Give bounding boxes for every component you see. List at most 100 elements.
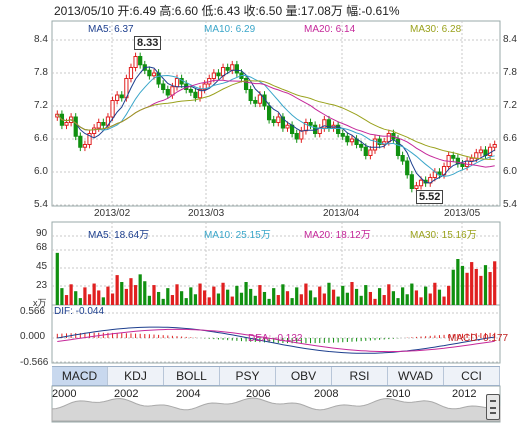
candle-body xyxy=(193,91,198,99)
volume-bar xyxy=(359,295,363,305)
candle-body xyxy=(87,133,92,145)
candle-body xyxy=(400,155,405,162)
candle-body xyxy=(492,144,497,148)
volume-bar xyxy=(474,268,478,305)
volume-bar xyxy=(166,288,170,305)
indicator-tab-bar: MACD KDJ BOLL PSY OBV RSI WVAD CCI xyxy=(52,366,500,386)
volume-bar xyxy=(216,293,221,305)
price-ma30-label: MA30: 6.28 xyxy=(410,24,462,35)
timeline-range-handle[interactable] xyxy=(486,394,500,420)
volume-bar xyxy=(304,283,308,305)
volume-bar xyxy=(396,298,400,305)
timeline-year: 2000 xyxy=(52,388,77,400)
volume-bar xyxy=(299,294,303,305)
candle-body xyxy=(451,155,456,159)
quote-summary: 2013/05/10 开:6.49 高:6.60 低:6.43 收:6.50 量… xyxy=(54,4,400,18)
candle-body xyxy=(128,67,134,79)
candle-body xyxy=(294,133,299,140)
volume-bar xyxy=(281,284,285,305)
volume-bar xyxy=(437,289,442,305)
volume-bar xyxy=(212,286,216,305)
volume-bar xyxy=(124,288,128,305)
candle-body xyxy=(280,116,286,129)
tab-cci[interactable]: CCI xyxy=(444,367,500,385)
volume-bar xyxy=(401,287,405,305)
price-x-tick: 2013/02 xyxy=(94,208,131,219)
price-y-tick-right: 6.6 xyxy=(503,133,517,144)
candle-body xyxy=(359,144,364,148)
tab-obv[interactable]: OBV xyxy=(276,367,332,385)
price-x-tick: 2013/05 xyxy=(444,208,481,219)
price-ma10-label: MA10: 6.29 xyxy=(204,24,256,35)
candle-body xyxy=(487,146,493,156)
volume-bar xyxy=(331,289,336,305)
volume-bar xyxy=(456,259,460,305)
volume-bar xyxy=(382,295,386,305)
volume-bar xyxy=(460,265,465,305)
volume-bar xyxy=(253,295,257,305)
volume-bar xyxy=(318,286,322,305)
volume-bar xyxy=(470,262,474,305)
volume-bar xyxy=(64,295,69,305)
volume-bar xyxy=(129,278,133,305)
price-y-tick-left: 6.6 xyxy=(34,133,48,144)
candle-body xyxy=(133,56,138,68)
timeline-overview-area xyxy=(51,397,501,422)
timeline-year: 2002 xyxy=(114,388,139,400)
candle-body xyxy=(368,149,373,156)
candle-body xyxy=(188,89,193,93)
volume-bar xyxy=(207,297,211,305)
candle-body xyxy=(225,67,230,71)
volume-bar xyxy=(221,282,225,305)
macd-dif-label: DIF: -0.044 xyxy=(54,306,105,317)
volume-bar xyxy=(147,295,151,305)
tab-boll[interactable]: BOLL xyxy=(164,367,220,385)
volume-bar xyxy=(479,275,483,305)
candle-body xyxy=(151,72,157,77)
candle-body xyxy=(161,83,166,90)
volume-bar xyxy=(428,293,432,305)
volume-bar xyxy=(345,292,349,305)
price-ma5-label: MA5: 6.37 xyxy=(88,24,134,35)
tab-psy[interactable]: PSY xyxy=(220,367,276,385)
candle-body xyxy=(92,127,97,134)
tab-wvad[interactable]: WVAD xyxy=(388,367,444,385)
volume-bar xyxy=(239,292,244,305)
volume-bar xyxy=(377,288,382,305)
candle-body xyxy=(377,138,382,145)
timeline-year: 2004 xyxy=(176,388,201,400)
candle-body xyxy=(230,64,235,71)
tab-kdj[interactable]: KDJ xyxy=(108,367,164,385)
candle-body xyxy=(340,133,345,137)
volume-bar xyxy=(414,290,419,305)
candle-body xyxy=(170,86,175,96)
price-x-tick: 2013/03 xyxy=(188,208,225,219)
timeline-year: 2006 xyxy=(246,388,271,400)
volume-bar xyxy=(447,285,451,305)
volume-ma5-label: MA5: 18.64万 xyxy=(88,230,150,241)
macd-panel-frame xyxy=(51,304,501,364)
volume-bar xyxy=(373,298,377,305)
tab-macd[interactable]: MACD xyxy=(52,367,108,385)
volume-bar xyxy=(433,282,437,305)
volume-bar xyxy=(138,274,142,305)
price-panel-frame xyxy=(51,20,501,207)
timeline-year: 2008 xyxy=(314,388,339,400)
candle-body xyxy=(363,146,368,156)
volume-bar xyxy=(258,285,262,305)
candle-body xyxy=(271,119,276,123)
candle-body xyxy=(110,100,115,118)
candle-body xyxy=(372,138,378,151)
candle-body xyxy=(216,72,221,77)
volume-bar xyxy=(405,294,409,305)
candle-body xyxy=(147,69,152,77)
volume-bar xyxy=(83,287,87,305)
volume-bar xyxy=(387,284,391,305)
candle-body xyxy=(299,130,304,140)
volume-bar xyxy=(193,294,198,305)
tab-rsi[interactable]: RSI xyxy=(332,367,388,385)
volume-bar xyxy=(276,295,280,305)
volume-bar xyxy=(336,296,340,305)
volume-bar xyxy=(203,290,207,305)
